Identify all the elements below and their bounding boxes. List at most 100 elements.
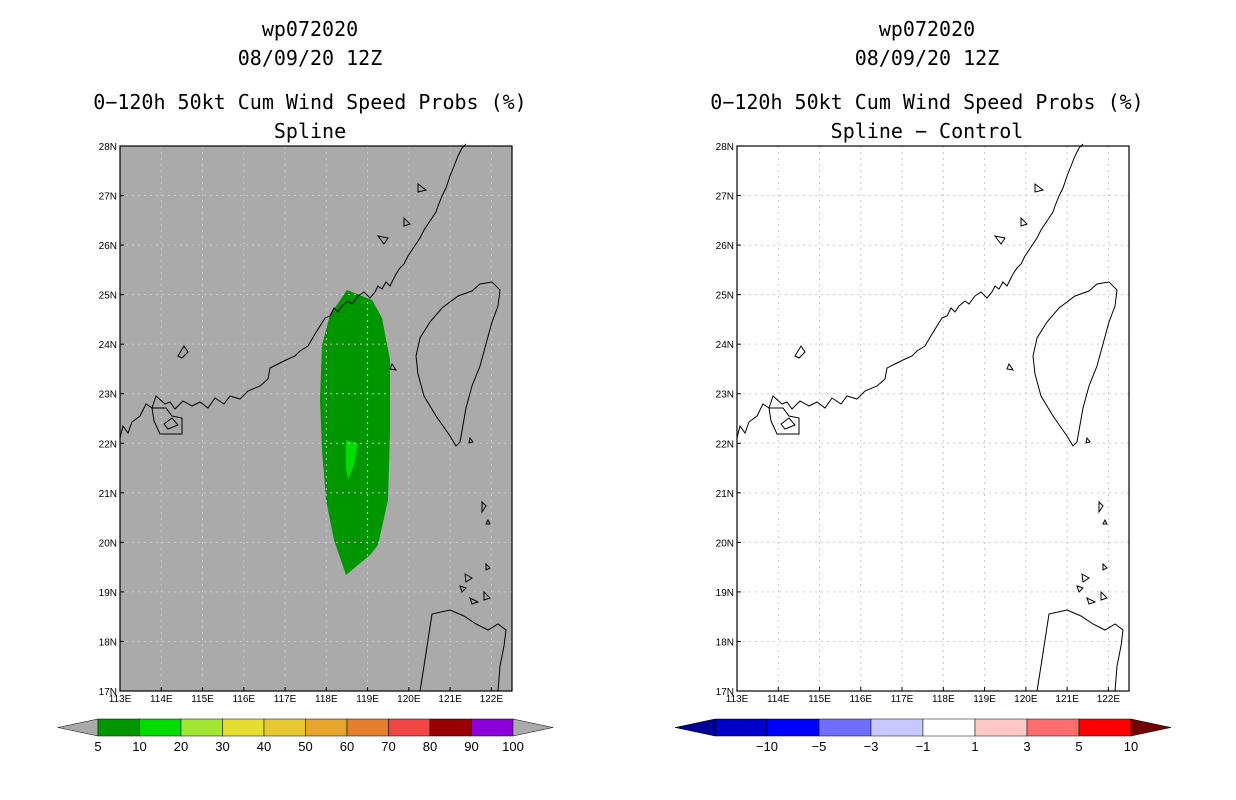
lon-tick-label: 120E: [397, 694, 421, 705]
colorbar-segment: [870, 718, 924, 737]
lat-tick-label: 27N: [716, 192, 734, 203]
colorbar-label: 90: [464, 739, 478, 754]
left-gridlines: [120, 146, 512, 691]
left-axis-ticks: 113E 114E 115E 116E 117E 118E 119E 120E 121E 122E…: [99, 142, 504, 705]
right-storm-id: wp072020: [879, 17, 975, 41]
colorbar-under-triangle: [674, 718, 716, 737]
lat-tick-label: 25N: [99, 291, 117, 302]
lon-tick-label: 121E: [438, 694, 462, 705]
lon-tick-label: 115E: [808, 694, 831, 705]
probability-colorbar: 5 10 20 30 40 50 60 70 80 90 100: [57, 718, 554, 754]
colorbar-segment: [1078, 718, 1132, 737]
lon-tick-label: 114E: [767, 694, 790, 705]
right-map-frame: [736, 145, 1130, 692]
probability-area-5-10: [320, 290, 390, 575]
lat-tick-label: 21N: [716, 489, 734, 500]
lon-tick-label: 117E: [274, 694, 297, 705]
colorbar-label: 3: [1023, 739, 1030, 754]
lon-tick-label: 120E: [1014, 694, 1038, 705]
colorbar-label: 10: [132, 739, 146, 754]
colorbar-over-triangle: [1130, 718, 1172, 737]
lat-tick-label: 17N: [716, 687, 734, 698]
colorbar-under-triangle: [57, 718, 99, 737]
lat-tick-label: 28N: [716, 142, 734, 153]
colorbar-segment: [139, 718, 182, 737]
lat-tick-label: 21N: [99, 489, 117, 500]
difference-colorbar: −10 −5 −3 −1 1 3 5 10: [674, 718, 1172, 754]
lon-tick-label: 122E: [480, 694, 504, 705]
lon-tick-label: 118E: [932, 694, 955, 705]
lon-tick-label: 121E: [1055, 694, 1079, 705]
left-date: 08/09/20 12Z: [238, 46, 383, 70]
right-map: 113E 114E 115E 116E 117E 118E 119E 120E 121E 122E…: [716, 142, 1130, 705]
colorbar-segment: [180, 718, 223, 737]
lat-tick-label: 20N: [99, 538, 117, 549]
colorbar-label: −3: [864, 739, 879, 754]
colorbar-segment: [263, 718, 306, 737]
colorbar-label: 5: [94, 739, 101, 754]
colorbar-segment: [1026, 718, 1080, 737]
colorbar-segment: [97, 718, 140, 737]
left-storm-id: wp072020: [262, 17, 358, 41]
lon-tick-label: 113E: [726, 694, 749, 705]
lon-tick-label: 113E: [109, 694, 132, 705]
right-gridlines: [737, 146, 1129, 691]
lat-tick-label: 25N: [716, 291, 734, 302]
lon-tick-label: 116E: [849, 694, 872, 705]
colorbar-label: 60: [340, 739, 354, 754]
colorbar-segment: [429, 718, 472, 737]
lat-tick-label: 22N: [716, 439, 734, 450]
colorbar-segment: [818, 718, 872, 737]
colorbar-segment: [388, 718, 431, 737]
right-axis-ticks: 113E 114E 115E 116E 117E 118E 119E 120E 121E 122E…: [716, 142, 1121, 705]
colorbar-label: 1: [971, 739, 978, 754]
lat-tick-label: 27N: [99, 192, 117, 203]
colorbar-segment: [471, 718, 514, 737]
lat-tick-label: 26N: [99, 241, 117, 252]
lat-tick-label: 26N: [716, 241, 734, 252]
left-subtitle: Spline: [274, 119, 346, 143]
colorbar-label: 30: [215, 739, 229, 754]
colorbar-segment: [305, 718, 348, 737]
right-subtitle: Spline − Control: [831, 119, 1024, 143]
colorbar-label: −1: [916, 739, 931, 754]
colorbar-label: 20: [174, 739, 188, 754]
right-date: 08/09/20 12Z: [855, 46, 1000, 70]
lon-tick-label: 119E: [356, 694, 379, 705]
lat-tick-label: 22N: [99, 439, 117, 450]
lat-tick-label: 23N: [716, 390, 734, 401]
colorbar-label: 80: [423, 739, 437, 754]
colorbar-label: −5: [812, 739, 827, 754]
left-product-title: 0−120h 50kt Cum Wind Speed Probs (%): [93, 90, 526, 114]
lat-tick-label: 24N: [716, 340, 734, 351]
colorbar-label: 40: [257, 739, 271, 754]
colorbar-label: 10: [1124, 739, 1138, 754]
colorbar-segment: [766, 718, 820, 737]
right-product-title: 0−120h 50kt Cum Wind Speed Probs (%): [710, 90, 1143, 114]
probability-area-10-20: [346, 440, 358, 480]
lon-tick-label: 117E: [891, 694, 914, 705]
lat-tick-label: 23N: [99, 390, 117, 401]
colorbar-segment: [714, 718, 768, 737]
lat-tick-label: 28N: [99, 142, 117, 153]
lon-tick-label: 115E: [191, 694, 214, 705]
colorbar-over-triangle: [512, 718, 554, 737]
colorbar-label: −10: [756, 739, 778, 754]
left-map: 113E 114E 115E 116E 117E 118E 119E 120E 121E 122E…: [99, 142, 513, 705]
right-panel: wp072020 08/09/20 12Z 0−120h 50kt Cum Wi…: [674, 17, 1172, 754]
colorbar-label: 5: [1075, 739, 1082, 754]
lat-tick-label: 18N: [716, 637, 734, 648]
lon-tick-label: 119E: [973, 694, 996, 705]
lon-tick-label: 118E: [315, 694, 338, 705]
colorbar-label: 100: [502, 739, 524, 754]
lat-tick-label: 19N: [99, 588, 117, 599]
lat-tick-label: 19N: [716, 588, 734, 599]
lat-tick-label: 24N: [99, 340, 117, 351]
lon-tick-label: 114E: [150, 694, 173, 705]
left-panel: wp072020 08/09/20 12Z 0−120h 50kt Cum Wi…: [57, 17, 554, 754]
colorbar-segment: [346, 718, 389, 737]
lat-tick-label: 17N: [99, 687, 117, 698]
left-map-frame: [119, 145, 513, 692]
lat-tick-label: 20N: [716, 538, 734, 549]
